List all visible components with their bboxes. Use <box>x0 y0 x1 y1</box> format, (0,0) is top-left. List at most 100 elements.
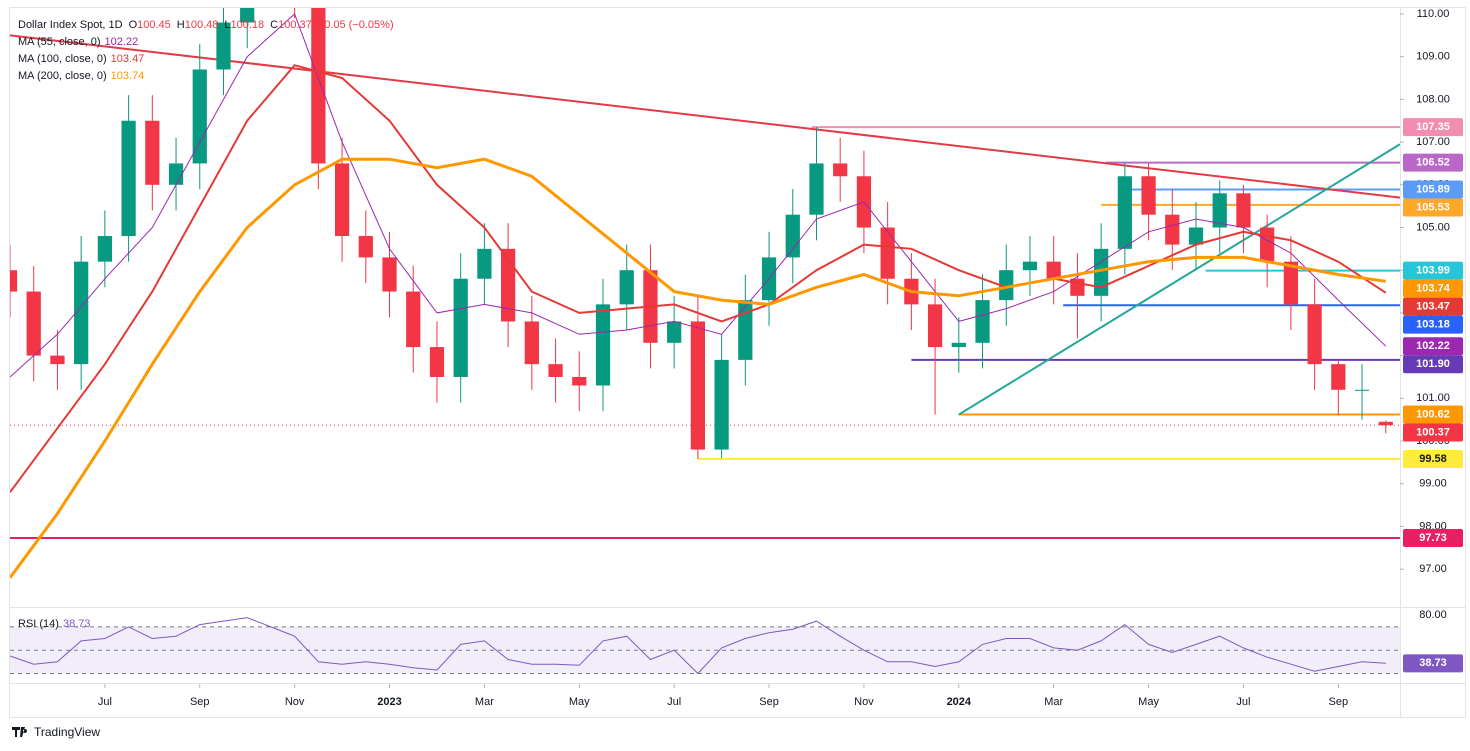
candle-body <box>927 304 943 348</box>
candle-body <box>1260 227 1275 262</box>
ohlc-key: H <box>177 19 185 31</box>
level-label-bg <box>1403 279 1463 298</box>
candle-body <box>74 261 89 365</box>
axes: 97.0098.0099.00100.00101.00102.00103.001… <box>98 8 1463 708</box>
candle-body <box>1378 421 1393 426</box>
level-label-bg <box>1403 449 1463 468</box>
candle-body <box>999 270 1014 301</box>
level-label-bg <box>1403 198 1463 217</box>
x-tick-label: Nov <box>854 696 874 708</box>
candle-body <box>453 278 468 377</box>
level-label-bg <box>1403 297 1463 316</box>
ma-legend: MA (55, close, 0) 102.22 <box>18 36 138 48</box>
candle-body <box>951 342 966 348</box>
candle-body <box>619 270 634 305</box>
y-tick-label: 105.00 <box>1416 221 1450 233</box>
candle-body <box>1331 364 1346 390</box>
level-label: 106.52 <box>1416 156 1450 168</box>
trendline <box>958 143 1400 416</box>
rsi-tick-label: 80.00 <box>1419 609 1447 621</box>
ohlc-key: O <box>129 19 138 31</box>
candle-body <box>1307 304 1322 365</box>
x-tick-label: Sep <box>1329 696 1349 708</box>
candle-body <box>501 248 516 322</box>
candle-body <box>548 364 563 377</box>
candle-body <box>1236 193 1251 228</box>
level-label-bg <box>1403 528 1463 547</box>
candle-body <box>690 321 705 450</box>
change: −0.05 (−0.05%) <box>318 19 394 31</box>
candle-body <box>809 163 824 215</box>
rsi-name: RSI (14) <box>18 618 59 630</box>
x-tick-label: 2023 <box>377 696 401 708</box>
level-label-bg <box>1403 118 1463 137</box>
candle-body <box>50 355 65 365</box>
brand-name: TradingView <box>34 725 100 739</box>
candle-body <box>429 347 445 377</box>
ma-name: MA (100, close, 0) <box>18 53 107 65</box>
ma-last: 103.47 <box>111 53 145 65</box>
candle-body <box>97 236 112 262</box>
y-tick-label: 108.00 <box>1416 93 1450 105</box>
ohlc-value: 100.18 <box>231 19 265 31</box>
candle-body <box>785 214 800 258</box>
candle-body <box>1046 261 1061 279</box>
candle-body <box>26 291 41 356</box>
candle-body <box>738 300 753 360</box>
rsi-last-bg <box>1403 654 1463 673</box>
x-tick-label: Jul <box>98 696 112 708</box>
level-label: 103.18 <box>1416 319 1450 331</box>
candle-body <box>216 22 231 70</box>
level-label: 103.74 <box>1416 283 1451 295</box>
candle-body <box>358 236 373 258</box>
candle-body <box>311 8 326 164</box>
candle-body <box>1283 261 1299 305</box>
candle-body <box>667 321 682 343</box>
rsi-last: 38.73 <box>63 618 91 630</box>
candle-body <box>524 321 539 365</box>
ohlc-key: C <box>270 19 278 31</box>
ohlc-value: 100.37 <box>278 19 312 31</box>
candle-body <box>833 163 848 177</box>
candle-body <box>406 291 421 348</box>
x-tick-label: Mar <box>475 696 494 708</box>
candle-body <box>382 257 397 292</box>
level-label: 100.62 <box>1416 408 1450 420</box>
candle-body <box>10 270 18 292</box>
x-tick-label: May <box>1138 696 1159 708</box>
level-label-bg <box>1403 337 1463 356</box>
x-tick-label: Nov <box>285 696 305 708</box>
candle-body <box>1022 261 1038 271</box>
level-label: 99.58 <box>1419 453 1447 465</box>
price-pane <box>10 8 1400 579</box>
y-tick-label: 101.00 <box>1416 392 1450 404</box>
level-label-bg <box>1403 261 1463 280</box>
x-tick-label: Jul <box>1236 696 1250 708</box>
rsi-line <box>10 617 1386 675</box>
level-label: 103.99 <box>1416 265 1450 277</box>
brand: TradingView <box>12 725 100 739</box>
candle-body <box>595 304 611 386</box>
candle-body <box>1212 193 1227 228</box>
level-label-bg <box>1403 405 1463 424</box>
x-tick-label: May <box>569 696 590 708</box>
ohlc-key: L <box>224 19 230 31</box>
moving-average <box>10 13 1387 378</box>
moving-average <box>10 157 1387 579</box>
level-label: 107.35 <box>1416 121 1450 133</box>
candle-body <box>1117 176 1132 249</box>
ma-legend: MA (200, close, 0) 103.74 <box>18 70 144 82</box>
x-tick-label: Sep <box>190 696 210 708</box>
level-label: 103.47 <box>1416 301 1450 313</box>
candle-body <box>192 69 207 164</box>
candle-body <box>334 163 350 237</box>
level-label: 105.89 <box>1416 183 1450 195</box>
x-tick-label: 2024 <box>947 696 972 708</box>
candle-body <box>240 8 255 23</box>
x-tick-label: Mar <box>1044 696 1063 708</box>
y-tick-label: 110.00 <box>1417 8 1450 20</box>
candle-body <box>714 359 729 450</box>
symbol: Dollar Index Spot, 1D <box>18 19 123 31</box>
candle-body <box>880 227 895 279</box>
